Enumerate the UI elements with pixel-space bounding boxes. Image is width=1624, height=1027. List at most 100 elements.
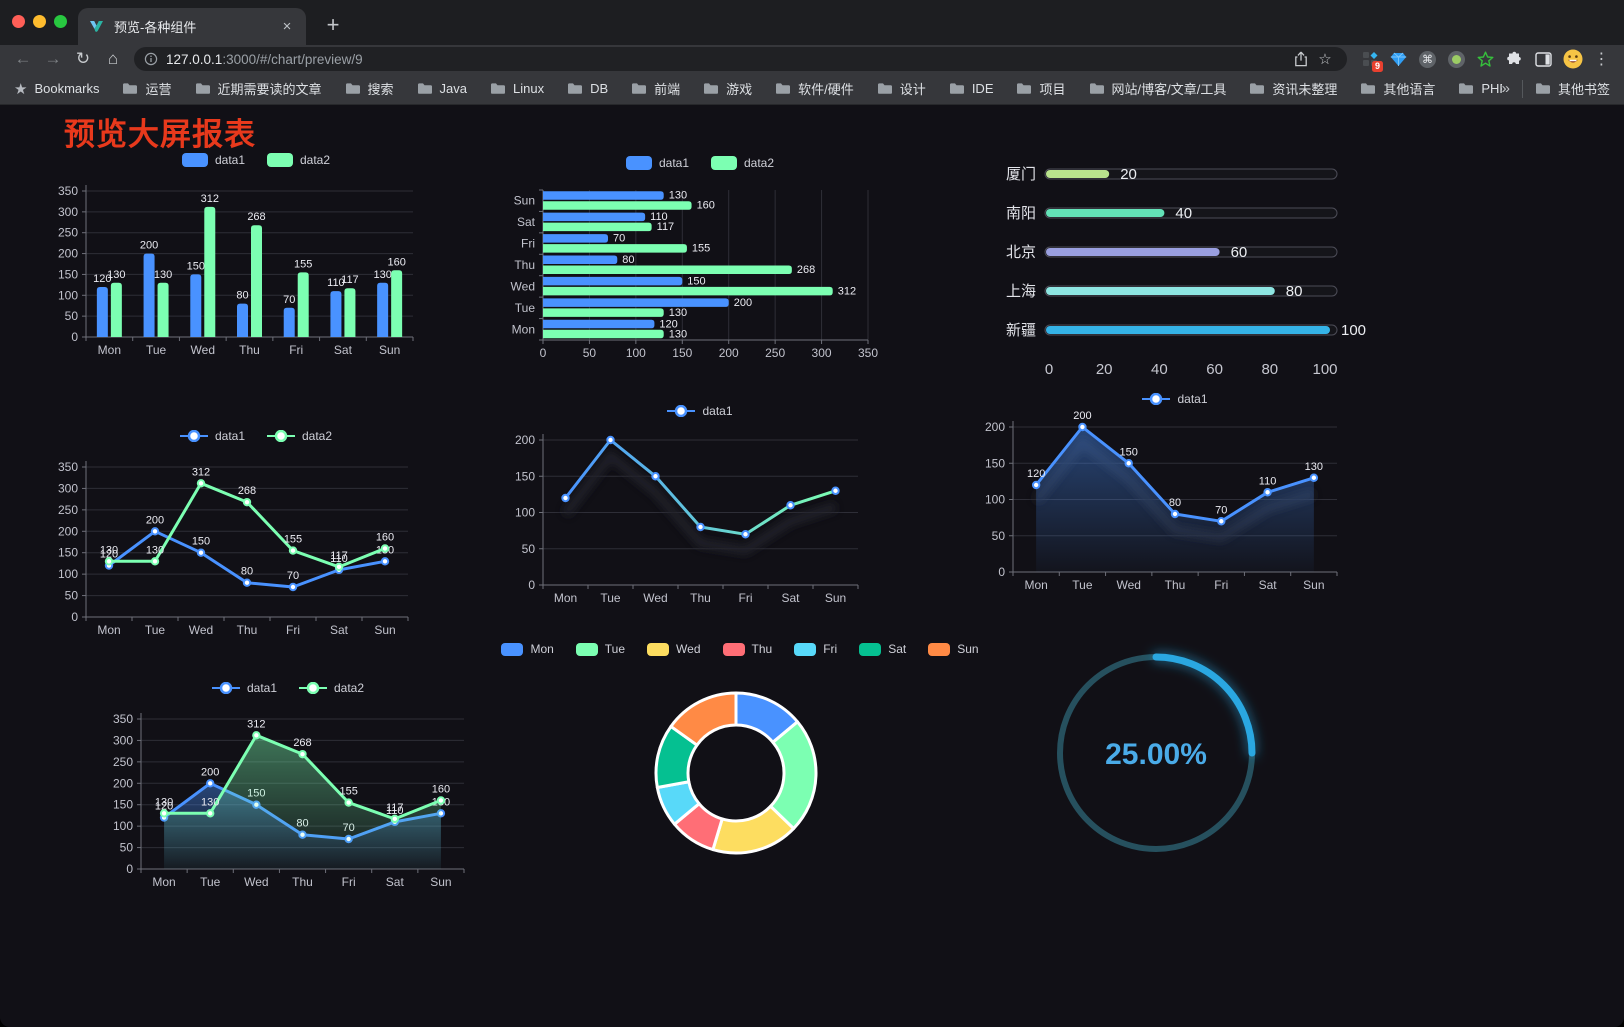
legend-item-Wed[interactable]: Wed bbox=[647, 642, 701, 656]
chart-hbar-grouped[interactable]: data1 data2 0 50 100 150 200 250 300 350 Sun 130 160… bbox=[500, 150, 900, 364]
star-extension-icon[interactable] bbox=[1471, 46, 1500, 72]
home-button[interactable]: ⌂ bbox=[107, 49, 119, 68]
minimize-window-button[interactable] bbox=[33, 15, 46, 28]
svg-text:300: 300 bbox=[812, 346, 832, 360]
svg-text:Sun: Sun bbox=[379, 343, 400, 357]
svg-text:Wed: Wed bbox=[511, 279, 535, 293]
close-window-button[interactable] bbox=[12, 15, 25, 28]
bookmark-folder[interactable]: 资讯未整理 bbox=[1249, 79, 1337, 98]
legend-item-data2[interactable]: data2 bbox=[711, 156, 774, 170]
legend-item-Mon[interactable]: Mon bbox=[501, 642, 554, 656]
tab-title: 预览-各种组件 bbox=[114, 20, 197, 35]
legend-item-data2[interactable]: data2 bbox=[299, 681, 364, 695]
share-icon[interactable] bbox=[1289, 47, 1313, 71]
legend-item-data1[interactable]: data1 bbox=[625, 156, 689, 170]
svg-text:268: 268 bbox=[238, 485, 256, 497]
chart-bar-grouped[interactable]: data1 data2 0 50 100 150 200 250 300 350 Mon Tue Wed… bbox=[50, 147, 462, 367]
reload-button[interactable]: ↻ bbox=[75, 49, 91, 68]
forward-button[interactable]: → bbox=[44, 49, 62, 68]
svg-text:Sun: Sun bbox=[1303, 578, 1324, 592]
bookmarks-manager-item[interactable]: ★ Bookmarks bbox=[14, 80, 100, 98]
donut-chart-canvas[interactable] bbox=[555, 636, 925, 888]
svg-text:150: 150 bbox=[58, 546, 78, 560]
bookmark-folder[interactable]: PHP bbox=[1458, 81, 1502, 96]
zoom-window-button[interactable] bbox=[54, 15, 67, 28]
folder-icon bbox=[1250, 83, 1265, 94]
svg-text:Mon: Mon bbox=[1024, 578, 1047, 592]
svg-text:40: 40 bbox=[1175, 205, 1192, 222]
svg-text:110: 110 bbox=[327, 277, 345, 289]
back-button[interactable]: ← bbox=[14, 49, 32, 68]
chart-legend: data1 bbox=[960, 392, 1390, 406]
bookmark-folder[interactable]: 网站/博客/文章/工具 bbox=[1089, 79, 1226, 98]
folder-icon bbox=[1017, 83, 1032, 94]
svg-text:Sat: Sat bbox=[517, 215, 536, 229]
bookmark-folder[interactable]: 前端 bbox=[631, 79, 680, 98]
bookmark-folder[interactable]: IDE bbox=[949, 81, 993, 96]
legend-item-data1[interactable]: data1 bbox=[179, 429, 245, 443]
bookmark-folder[interactable]: Java bbox=[417, 81, 467, 96]
new-tab-button[interactable]: + bbox=[326, 12, 340, 37]
bookmark-folder[interactable]: Linux bbox=[490, 81, 544, 96]
browser-tab[interactable]: 预览-各种组件 × bbox=[78, 8, 306, 45]
site-info-icon[interactable] bbox=[144, 52, 158, 66]
bookmark-folder[interactable]: 游戏 bbox=[703, 79, 752, 98]
legend-item-data1[interactable]: data1 bbox=[181, 153, 245, 167]
chart-ring-progress[interactable]: 25.00% bbox=[1040, 638, 1275, 870]
diamond-extension-icon[interactable] bbox=[1384, 46, 1413, 72]
svg-text:Sat: Sat bbox=[334, 343, 353, 357]
legend-item-Fri[interactable]: Fri bbox=[794, 642, 837, 656]
menu-dots-icon[interactable]: ⋮ bbox=[1593, 51, 1610, 68]
bookmark-folder[interactable]: 近期需要读的文章 bbox=[195, 79, 322, 98]
record-extension-icon[interactable] bbox=[1442, 46, 1471, 72]
svg-text:80: 80 bbox=[1169, 497, 1181, 509]
bookmark-folder[interactable]: DB bbox=[567, 81, 608, 96]
chart-area-two-series[interactable]: data1 data2 0 50 100 150 200 250 300 350 Mon Tue Wed… bbox=[100, 675, 476, 889]
legend-item-data2[interactable]: data2 bbox=[267, 429, 332, 443]
svg-text:130: 130 bbox=[669, 328, 687, 340]
legend-item-Sat[interactable]: Sat bbox=[859, 642, 906, 656]
window-controls bbox=[12, 15, 67, 28]
svg-text:150: 150 bbox=[113, 798, 133, 812]
svg-text:117: 117 bbox=[330, 550, 348, 562]
chart-city-progress[interactable]: 厦门 20 南阳 40 北京 60 上海 80 新疆 100 0 20 40 60 80 100 bbox=[960, 150, 1390, 390]
svg-text:70: 70 bbox=[1215, 504, 1227, 516]
address-bar[interactable]: 127.0.0.1:3000/#/chart/preview/9 ☆ bbox=[134, 47, 1347, 71]
bookmark-folder[interactable]: 软件/硬件 bbox=[775, 79, 854, 98]
legend-item-data1[interactable]: data1 bbox=[211, 681, 277, 695]
chart-line-gradient[interactable]: data1 0 50 100 150 200 Mon Tue Wed Thu Fri Sat Sun bbox=[500, 398, 900, 612]
bookmark-folder[interactable]: 设计 bbox=[877, 79, 926, 98]
chart-donut-week[interactable]: Mon Tue Wed Thu Fri Sat Sun bbox=[501, 636, 979, 888]
bookmarks-overflow-chevron[interactable]: » bbox=[1501, 80, 1510, 97]
legend-item-data2[interactable]: data2 bbox=[267, 153, 330, 167]
legend-item-Thu[interactable]: Thu bbox=[722, 642, 772, 656]
chart-line-two-series[interactable]: data1 data2 0 50 100 150 200 250 300 350 Mon Tue Wed… bbox=[50, 423, 462, 639]
tab-close-icon[interactable]: × bbox=[282, 18, 292, 35]
bookmark-folder[interactable]: 运营 bbox=[122, 79, 172, 98]
legend-item-data1[interactable]: data1 bbox=[1142, 392, 1208, 406]
tab-strip: 预览-各种组件 × + bbox=[0, 0, 1624, 45]
bookmark-star-icon[interactable]: ☆ bbox=[1318, 51, 1332, 68]
bookmark-folder[interactable]: 项目 bbox=[1016, 79, 1066, 98]
legend-item-data1[interactable]: data1 bbox=[667, 404, 733, 418]
profile-avatar[interactable] bbox=[1558, 46, 1587, 72]
grid-badge-extension-icon[interactable]: 9 bbox=[1355, 46, 1384, 72]
legend-item-Sun[interactable]: Sun bbox=[928, 642, 979, 656]
svg-text:200: 200 bbox=[201, 766, 219, 778]
legend-item-Tue[interactable]: Tue bbox=[575, 642, 625, 656]
chart-area-single[interactable]: data1 0 50 100 150 200 Mon Tue Wed Thu Fri Sat Sun 12… bbox=[960, 386, 1390, 598]
svg-text:300: 300 bbox=[58, 481, 78, 495]
svg-text:Sat: Sat bbox=[781, 591, 800, 605]
bookmark-folder[interactable]: 搜索 bbox=[345, 79, 394, 98]
svg-text:200: 200 bbox=[140, 240, 158, 252]
bookmark-folder[interactable]: 其他语言 bbox=[1360, 79, 1435, 98]
folder-icon bbox=[632, 83, 647, 94]
svg-text:130: 130 bbox=[1305, 461, 1323, 473]
command-extension-icon[interactable]: ⌘ bbox=[1413, 46, 1442, 72]
folder-icon bbox=[1089, 83, 1104, 94]
svg-text:80: 80 bbox=[1261, 361, 1278, 378]
other-bookmarks-folder[interactable]: 其他书签 bbox=[1535, 79, 1610, 98]
side-panel-icon[interactable] bbox=[1529, 46, 1558, 72]
extensions-puzzle-icon[interactable] bbox=[1500, 46, 1529, 72]
